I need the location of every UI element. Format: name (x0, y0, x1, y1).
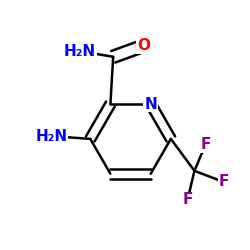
Text: F: F (218, 174, 229, 190)
Text: H₂N: H₂N (64, 44, 96, 59)
Text: H₂N: H₂N (35, 128, 68, 144)
Text: F: F (200, 137, 211, 152)
Text: N: N (144, 96, 157, 112)
Text: O: O (137, 38, 150, 53)
Text: F: F (182, 192, 193, 208)
